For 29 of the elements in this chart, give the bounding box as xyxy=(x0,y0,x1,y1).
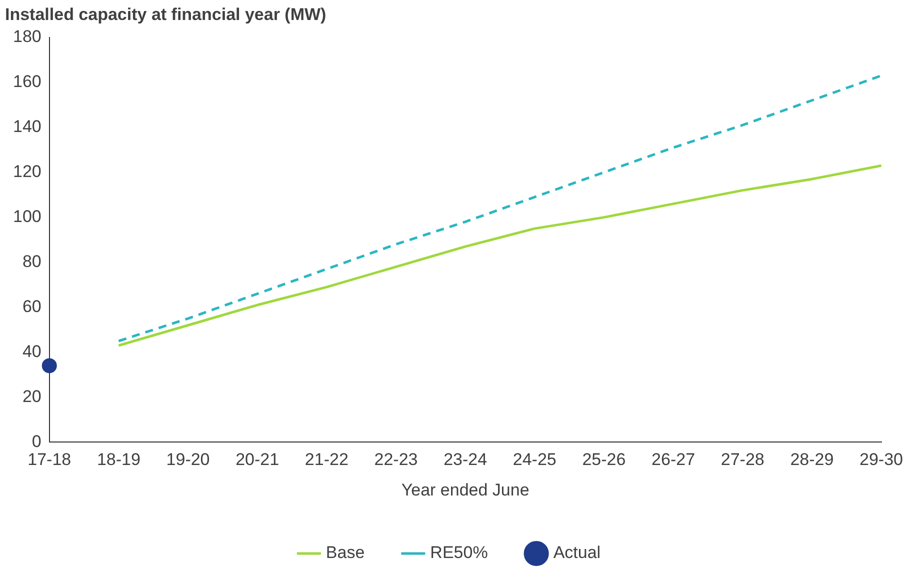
legend-label: RE50% xyxy=(430,543,488,562)
y-tick-label: 20 xyxy=(22,386,42,406)
legend-label: Base xyxy=(326,543,365,562)
y-tick-label: 140 xyxy=(12,117,42,136)
y-tick-label: 0 xyxy=(32,432,42,451)
x-tick-label: 20-21 xyxy=(236,450,280,470)
x-tick-label: 29-30 xyxy=(860,450,903,470)
x-tick-label: 26-27 xyxy=(652,450,696,470)
y-tick-label: 40 xyxy=(22,342,42,361)
y-tick-label: 100 xyxy=(12,207,42,226)
x-tick-label: 19-20 xyxy=(166,450,210,470)
x-tick-label: 27-28 xyxy=(720,450,764,470)
x-axis-title: Year ended June xyxy=(401,480,530,500)
y-axis-title: Installed capacity at financial year (MW) xyxy=(5,4,326,24)
x-tick-label: 28-29 xyxy=(790,450,834,470)
y-tick-label: 60 xyxy=(22,296,42,316)
line-series xyxy=(117,74,883,342)
x-tick-label: 23-24 xyxy=(444,450,488,470)
x-tick-label: 24-25 xyxy=(512,450,556,470)
x-tick-label: 18-19 xyxy=(96,450,140,470)
legend-label: Actual xyxy=(553,543,601,562)
x-tick-label: 17-18 xyxy=(28,450,72,470)
y-tick-label: 120 xyxy=(12,162,42,182)
y-tick-label: 80 xyxy=(22,252,42,271)
y-tick-label: 180 xyxy=(12,27,42,46)
x-tick-label: 21-22 xyxy=(304,450,348,470)
x-tick-label: 25-26 xyxy=(582,450,626,470)
x-tick-label: 22-23 xyxy=(374,450,418,470)
y-tick-label: 160 xyxy=(12,72,42,92)
